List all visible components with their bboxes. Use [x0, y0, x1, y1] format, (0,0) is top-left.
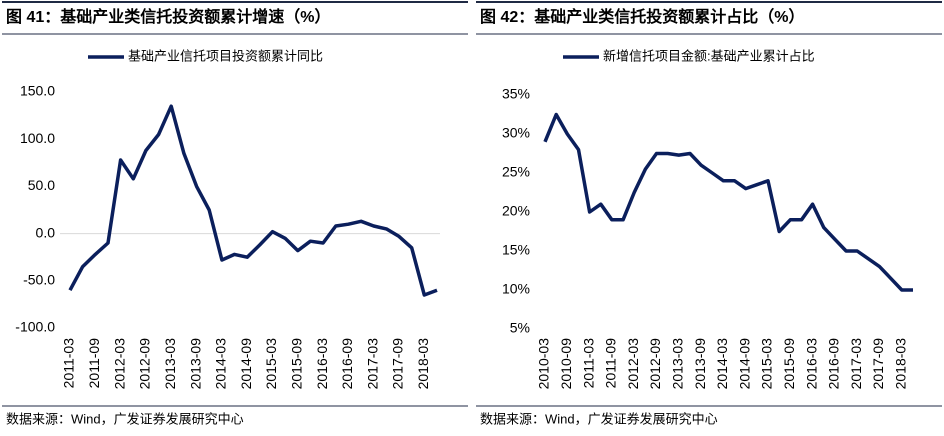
x-tick-label: 2016-09	[826, 338, 842, 390]
x-tick-label: 2015-09	[288, 338, 304, 390]
y-tick-label: 35%	[502, 86, 530, 102]
x-tick-label: 2015-03	[759, 338, 775, 390]
y-tick-label: 5%	[510, 320, 530, 336]
x-tick-label: 2010-03	[536, 338, 552, 390]
chart-title: 图 42：基础产业类信托投资额累计占比（%）	[480, 7, 804, 26]
x-tick-label: 2012-09	[647, 338, 663, 390]
x-tick-label: 2011-09	[86, 338, 102, 389]
y-tick-label: -100.0	[15, 319, 55, 335]
series-line	[543, 112, 913, 292]
x-tick-label: 2014-03	[213, 338, 229, 390]
y-tick-label: 25%	[502, 164, 530, 180]
y-tick-label: 20%	[502, 203, 530, 219]
x-tick-label: 2016-09	[339, 338, 355, 390]
x-tick-label: 2018-03	[415, 338, 431, 390]
x-tick-label: 2017-09	[870, 338, 886, 390]
x-tick-label: 2014-09	[736, 338, 752, 390]
y-tick-label: 0.0	[36, 224, 56, 240]
x-tick-label: 2013-03	[162, 338, 178, 390]
chart-title: 图 41：基础产业类信托投资额累计增速（%）	[6, 7, 330, 26]
x-tick-label: 2017-03	[848, 338, 864, 390]
x-tick-label: 2016-03	[803, 338, 819, 390]
x-tick-label: 2013-09	[692, 338, 708, 390]
y-tick-label: 150.0	[20, 83, 55, 99]
y-tick-label: -50.0	[23, 272, 55, 288]
y-tick-label: 50.0	[28, 177, 55, 193]
x-tick-label: 2016-03	[314, 338, 330, 390]
x-tick-label: 2011-09	[603, 338, 619, 389]
x-tick-label: 2012-03	[625, 338, 641, 390]
x-tick-label: 2014-03	[714, 338, 730, 390]
legend-label: 新增信托项目金额:基础产业累计占比	[603, 48, 815, 63]
y-tick-label: 10%	[502, 281, 530, 297]
x-tick-label: 2018-03	[893, 338, 909, 390]
x-tick-label: 2011-03	[61, 338, 77, 389]
y-tick-label: 100.0	[20, 130, 55, 146]
x-tick-label: 2013-03	[670, 338, 686, 390]
x-tick-label: 2017-09	[390, 338, 406, 390]
series-line	[68, 104, 438, 297]
legend-label: 基础产业信托项目投资额累计同比	[128, 48, 323, 63]
source-note: 数据来源：Wind，广发证券发展研究中心	[480, 411, 718, 426]
x-tick-label: 2012-09	[137, 338, 153, 390]
x-tick-label: 2010-09	[558, 338, 574, 390]
x-tick-label: 2017-03	[364, 338, 380, 390]
x-tick-label: 2013-09	[187, 338, 203, 390]
y-tick-label: 15%	[502, 242, 530, 258]
x-tick-label: 2011-03	[580, 338, 596, 389]
x-tick-label: 2015-03	[263, 338, 279, 390]
x-tick-label: 2014-09	[238, 338, 254, 390]
y-tick-label: 30%	[502, 125, 530, 141]
x-tick-label: 2012-03	[111, 338, 127, 390]
source-note: 数据来源：Wind，广发证券发展研究中心	[6, 411, 244, 426]
x-tick-label: 2015-09	[781, 338, 797, 390]
